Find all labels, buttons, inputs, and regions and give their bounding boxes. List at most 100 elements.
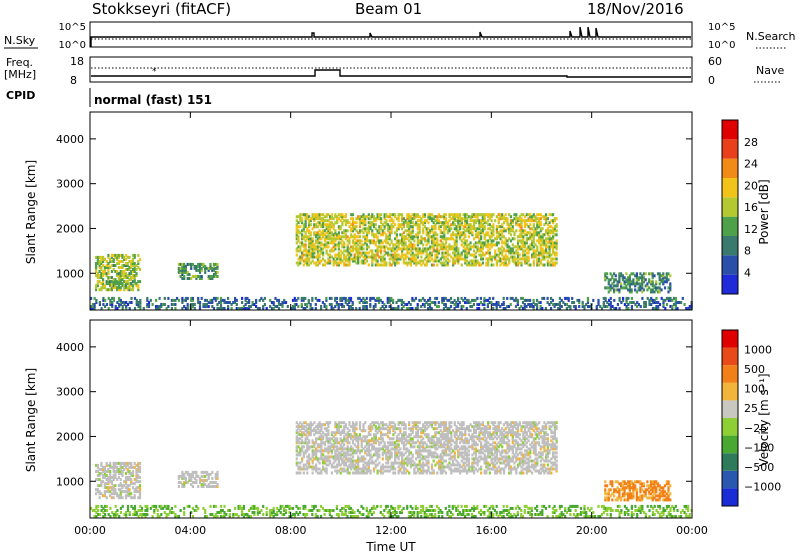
range-cell-main-arc	[444, 241, 448, 245]
range-cell-main-arc	[371, 425, 374, 429]
range-cell-main-arc	[432, 235, 435, 239]
range-cell-main-arc	[415, 421, 418, 425]
range-cell-evening-patch	[131, 482, 135, 486]
range-cell-main-arc	[341, 223, 344, 227]
range-cell-main-arc	[443, 255, 446, 259]
range-cell-main-arc	[360, 219, 363, 223]
range-cell-main-arc	[527, 245, 530, 249]
range-cell-evening-patch	[123, 264, 126, 267]
range-cell-main-arc	[353, 433, 356, 437]
range-cell-dawn-patch	[642, 278, 645, 282]
range-cell-main-arc	[404, 423, 407, 427]
range-cell-main-arc	[548, 239, 551, 243]
range-cell-near-range	[119, 298, 122, 302]
range-cell-main-arc	[392, 437, 395, 441]
range-cell-main-arc	[427, 239, 430, 243]
range-cell-patch-04	[209, 472, 212, 476]
range-cell-main-arc	[408, 451, 411, 455]
range-cell-main-arc	[448, 253, 451, 257]
range-cell-main-arc	[401, 441, 404, 445]
range-cell-dawn-patch	[656, 272, 660, 276]
range-cell-main-arc	[376, 229, 379, 233]
range-cell-main-arc	[520, 213, 523, 217]
range-cell-main-arc	[337, 423, 340, 427]
range-cell-main-arc	[548, 235, 551, 239]
range-cell-dawn-patch	[639, 288, 642, 292]
range-cell-near-range	[355, 307, 358, 310]
range-cell-main-arc	[350, 435, 353, 439]
range-cell-main-arc	[295, 447, 298, 451]
range-cell-main-arc	[343, 451, 346, 455]
range-cell-main-arc	[499, 213, 502, 217]
range-cell-main-arc	[404, 439, 407, 443]
range-cell-patch-04	[181, 474, 184, 478]
range-cell-main-arc	[532, 245, 535, 249]
range-cell-main-arc	[339, 225, 342, 229]
range-cell-main-arc	[362, 427, 365, 431]
range-cell-dawn-patch	[620, 286, 623, 290]
range-cell-main-arc	[548, 253, 551, 257]
range-cell-near-range	[118, 303, 121, 306]
range-cell-evening-patch	[131, 286, 135, 290]
range-cell-main-arc	[474, 219, 477, 223]
range-cell-main-arc	[376, 447, 379, 451]
range-cell-main-arc	[548, 251, 551, 255]
range-cell-main-arc	[299, 257, 302, 261]
range-cell-main-arc	[520, 257, 523, 261]
range-cell-main-arc	[322, 229, 325, 233]
range-cell-main-arc	[299, 231, 302, 235]
range-cell-main-arc	[334, 469, 337, 473]
range-cell-main-arc	[309, 427, 312, 431]
range-cell-main-arc	[323, 239, 326, 243]
range-cell-dawn-patch	[620, 284, 623, 288]
range-cell-main-arc	[420, 217, 423, 221]
range-cell-main-arc	[538, 237, 541, 241]
range-cell-main-arc	[488, 251, 491, 255]
range-cell-main-arc	[301, 459, 304, 463]
range-cell-main-arc	[545, 247, 548, 251]
range-cell-evening-patch	[123, 272, 126, 276]
range-cell-evening-patch	[107, 262, 110, 265]
range-cell-main-arc	[555, 225, 558, 229]
range-cell-evening-patch	[110, 476, 113, 479]
range-cell-main-arc	[430, 425, 434, 429]
range-cell-main-arc	[351, 449, 355, 453]
range-cell-main-arc	[355, 421, 358, 425]
range-cell-main-arc	[550, 263, 553, 267]
range-cell-main-arc	[327, 227, 330, 231]
range-cell-main-arc	[480, 235, 483, 239]
range-cell-main-arc	[467, 225, 470, 229]
range-cell-main-arc	[343, 421, 346, 425]
range-cell-near-range	[146, 305, 149, 308]
range-cell-near-range	[576, 298, 579, 302]
range-cell-near-range	[369, 303, 372, 306]
range-cell-main-arc	[415, 233, 418, 237]
range-cell-main-arc	[346, 433, 349, 437]
range-cell-main-arc	[434, 255, 437, 259]
range-cell-evening-patch	[116, 280, 119, 284]
range-cell-main-arc	[357, 251, 360, 255]
range-cell-main-arc	[545, 219, 548, 223]
range-cell-main-arc	[495, 243, 498, 247]
range-cell-main-arc	[385, 251, 388, 255]
range-cell-main-arc	[330, 225, 333, 229]
range-cell-near-range	[685, 307, 688, 310]
range-cell-main-arc	[325, 421, 328, 425]
range-cell-evening-patch	[95, 264, 98, 267]
range-cell-patch-04	[190, 483, 193, 486]
range-cell-dawn-patch	[634, 284, 637, 288]
range-cell-main-arc	[525, 241, 528, 245]
range-cell-patch-04	[200, 470, 203, 474]
range-cell-main-arc	[497, 233, 500, 237]
range-cell-near-range	[660, 296, 663, 300]
range-cell-main-arc	[397, 213, 400, 217]
range-cell-main-arc	[399, 255, 402, 259]
range-cell-main-arc	[448, 237, 451, 241]
range-cell-evening-patch	[114, 282, 117, 286]
range-cell-near-range	[662, 305, 665, 308]
range-cell-main-arc	[490, 263, 493, 267]
range-cell-evening-patch	[130, 480, 133, 484]
range-cell-near-range	[248, 305, 251, 308]
range-cell-main-arc	[372, 433, 376, 437]
range-cell-evening-patch	[117, 472, 120, 475]
